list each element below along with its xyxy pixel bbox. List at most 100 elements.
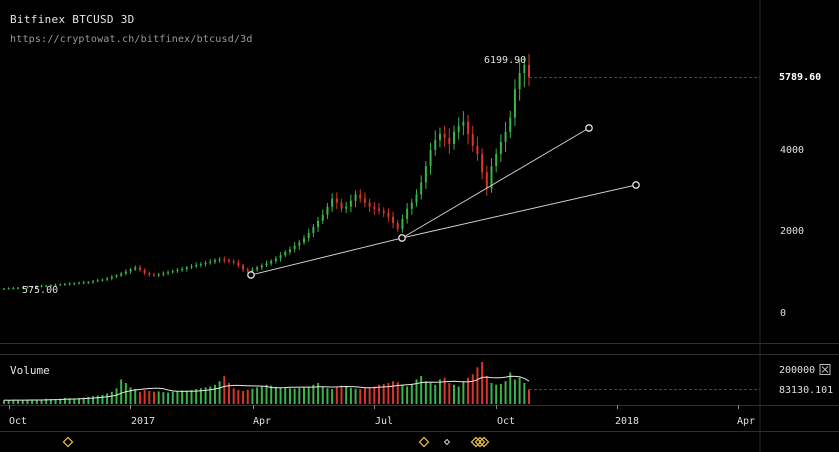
candle-body [288,249,291,253]
candle-body [363,198,366,203]
candle-body [87,282,90,284]
candle-body [49,285,52,287]
candle-body [499,141,502,155]
candle-body [246,269,249,272]
volume-bar [190,390,193,404]
volume-bar [59,398,62,404]
volume-bar [21,400,24,404]
candle-body [312,226,315,234]
volume-bar [467,377,470,404]
trendline[interactable] [401,127,590,239]
candle-body [476,145,479,155]
candle-body [293,245,296,250]
candle-body [110,276,113,279]
volume-bar [476,367,479,404]
candle-body [387,212,390,217]
volume-bar [143,390,146,404]
candle-body [392,216,395,223]
volume-bar [195,389,198,404]
volume-bar [26,399,29,404]
candle-body [228,260,230,262]
candle-body [298,242,301,246]
volume-bar [124,383,127,404]
candle-body [218,259,221,261]
candle-body [265,263,268,266]
volume-bar [82,397,85,404]
volume-bar [354,388,357,404]
volume-bar [349,387,352,404]
candle-body [171,271,174,273]
volume-bar [209,386,212,404]
volume-bar [499,383,502,404]
trendline-handle[interactable] [585,124,593,132]
candle-body [213,260,216,262]
volume-bar [87,397,90,404]
volume-bar [237,390,240,404]
event-marker-icon[interactable] [474,436,486,448]
candle-body [462,121,465,126]
event-marker-icon[interactable] [418,436,430,448]
trendline-handle[interactable] [247,271,255,279]
candle-body [31,286,34,288]
candle-body [199,263,202,266]
candle-body [96,280,99,282]
volume-bar [134,389,137,404]
candle-body [490,166,493,189]
candle-body [78,282,80,284]
candle-body [138,267,141,270]
chart-url[interactable]: https://cryptowat.ch/bitfinex/btcusd/3d [10,34,253,45]
candle-body [457,125,460,132]
trendline[interactable] [250,237,403,276]
volume-bar [12,399,15,404]
candle-body [359,194,362,199]
candle-body [481,154,484,173]
candle-body [59,284,62,286]
volume-bar [63,397,66,404]
volume-bar [3,400,5,404]
volume-bar [509,372,512,404]
low-price-label: 575.00 [22,285,58,296]
candle-body [260,265,263,268]
volume-y-tick-label: 200000 [779,365,815,376]
candle-body [185,267,188,270]
volume-bar [523,383,526,404]
candle-body [424,166,427,183]
candle-body [181,269,184,271]
volume-bar [382,383,385,404]
candle-body [82,282,85,284]
candle-body [256,267,259,270]
event-marker-icon[interactable] [443,438,451,446]
candle-body [176,269,179,272]
event-marker-icon[interactable] [470,436,482,448]
candle-body [429,150,432,167]
candle-body [518,73,521,90]
trendline[interactable] [401,184,637,239]
trendlines[interactable] [247,124,640,279]
candle-body [382,210,385,213]
volume-bar [40,399,43,404]
trendline-handle[interactable] [632,181,640,189]
volume-moving-average-line [3,375,530,401]
volume-bar [284,387,287,404]
candle-body [349,200,352,207]
candle-body [35,286,38,288]
volume-bar [171,391,174,404]
trendline-handle[interactable] [398,234,406,242]
volume-bar [153,391,155,404]
candle-body [120,273,123,276]
event-marker-icon[interactable] [478,436,490,448]
x-tick-label: Oct [9,416,27,427]
candle-body [162,273,165,275]
candle-body [148,273,151,275]
volume-bar [340,385,343,404]
event-marker-icon[interactable] [62,436,74,448]
event-markers[interactable] [62,436,490,448]
close-volume-icon[interactable] [819,364,831,375]
volume-bar [434,384,437,404]
volume-bar [138,391,141,404]
x-tick-label: Apr [737,416,755,427]
volume-bar [185,390,188,404]
last-volume-label: 83130.101 [779,385,833,396]
candle-body [396,222,399,229]
